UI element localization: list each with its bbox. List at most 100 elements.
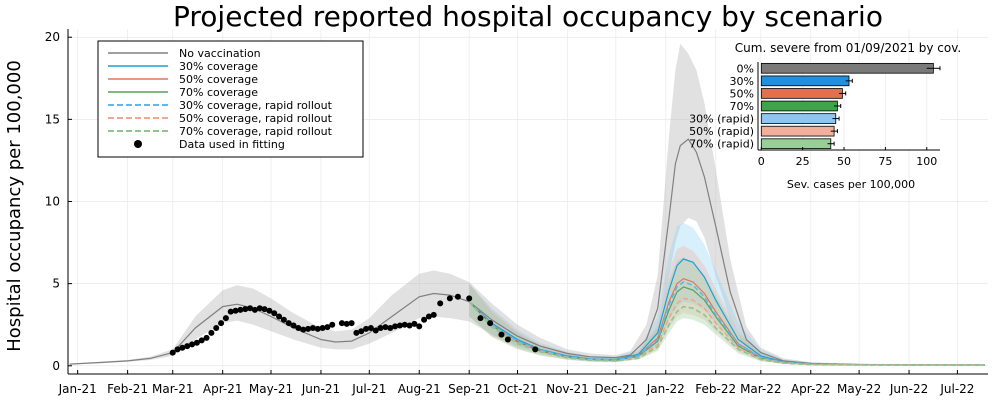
legend-box bbox=[97, 40, 364, 158]
x-tick-label: Oct-21 bbox=[497, 382, 537, 396]
data-point bbox=[256, 305, 263, 312]
data-point bbox=[504, 336, 511, 343]
x-tick-label: Apr-22 bbox=[791, 382, 831, 396]
data-point bbox=[437, 300, 444, 307]
data-point bbox=[430, 311, 437, 318]
x-tick-label: Feb-21 bbox=[107, 382, 148, 396]
inset-category-label: 0% bbox=[737, 62, 754, 75]
data-point bbox=[425, 313, 432, 320]
inset-category-label: 30% bbox=[730, 75, 754, 88]
data-point bbox=[348, 320, 355, 327]
data-point bbox=[343, 320, 350, 327]
x-tick-label: Jan-21 bbox=[58, 382, 97, 396]
data-point bbox=[411, 320, 418, 327]
inset-category-label: 50% bbox=[730, 87, 754, 100]
y-tick-label: 0 bbox=[52, 359, 60, 373]
inset-bar bbox=[760, 138, 832, 150]
x-tick-label: Jun-22 bbox=[889, 382, 928, 396]
data-point bbox=[203, 334, 210, 341]
data-point bbox=[466, 295, 473, 302]
data-point bbox=[285, 320, 292, 327]
data-point bbox=[193, 339, 200, 346]
data-point bbox=[266, 307, 273, 314]
inset-category-label: 30% (rapid) bbox=[689, 113, 754, 126]
inset-bar-chart: Cum. severe from 01/09/2021 by cov. Sev.… bbox=[689, 41, 961, 191]
data-point bbox=[227, 308, 234, 315]
data-point bbox=[406, 322, 413, 329]
data-point bbox=[421, 316, 428, 323]
data-point bbox=[416, 323, 423, 330]
x-tick-label: Jan-22 bbox=[646, 382, 685, 396]
series-line-70-coverage-rapid-rollout bbox=[468, 301, 985, 366]
data-point bbox=[213, 325, 220, 331]
inset-bar bbox=[760, 113, 837, 124]
legend-label: 50% coverage bbox=[179, 73, 258, 86]
data-point bbox=[247, 305, 254, 312]
inset-category-label: 70% bbox=[730, 100, 754, 113]
data-point bbox=[237, 306, 244, 313]
x-tick-label: Jul-21 bbox=[351, 382, 386, 396]
data-point bbox=[198, 337, 205, 344]
data-point bbox=[372, 327, 379, 334]
band-70-coverage bbox=[469, 257, 985, 366]
x-tick-label: Mar-21 bbox=[152, 382, 193, 396]
inset-bar bbox=[760, 100, 838, 112]
series-line-30-coverage-rapid-rollout bbox=[468, 281, 985, 366]
legend-label: Data used in fitting bbox=[179, 138, 285, 151]
band-50-coverage bbox=[469, 245, 985, 366]
data-point bbox=[189, 341, 196, 348]
data-point bbox=[324, 324, 331, 331]
data-point bbox=[251, 306, 258, 313]
data-point bbox=[242, 306, 249, 313]
inset-x-tick-label: 0 bbox=[758, 155, 765, 168]
data-point bbox=[477, 315, 484, 322]
data-point bbox=[280, 316, 287, 323]
data-point bbox=[261, 306, 268, 313]
x-tick-label: Jul-22 bbox=[939, 382, 974, 396]
inset-category-label: 50% (rapid) bbox=[689, 125, 754, 138]
x-tick-label: Apr-21 bbox=[203, 382, 243, 396]
data-point bbox=[300, 326, 307, 333]
y-tick-label: 10 bbox=[45, 195, 60, 209]
data-point bbox=[363, 325, 370, 332]
y-tick-label: 5 bbox=[52, 277, 60, 291]
data-points bbox=[169, 293, 539, 356]
data-point bbox=[338, 320, 345, 327]
data-point bbox=[271, 310, 278, 317]
inset-x-tick-label: 25 bbox=[796, 155, 810, 168]
data-point bbox=[169, 349, 176, 356]
data-point bbox=[208, 329, 215, 336]
legend-label: 30% coverage bbox=[179, 60, 258, 73]
data-point bbox=[329, 321, 336, 328]
data-point bbox=[382, 324, 389, 331]
series-lines bbox=[69, 138, 985, 366]
axes: 0 5 10 15 20 Jan-21 Feb-21 Mar-21 Apr-21 May-21 Ju… bbox=[45, 29, 988, 396]
data-point bbox=[179, 344, 186, 351]
inset-bar bbox=[760, 62, 934, 74]
data-point bbox=[392, 323, 399, 330]
x-tick-label: Dec-21 bbox=[594, 382, 637, 396]
y-axis-label: Hospital occupancy per 100,000 bbox=[4, 60, 25, 352]
data-point bbox=[174, 346, 181, 353]
data-point bbox=[218, 320, 225, 327]
x-tick-label: Feb-22 bbox=[695, 382, 736, 396]
x-tick-label: Sep-21 bbox=[448, 382, 490, 396]
grid-layer bbox=[68, 29, 988, 374]
legend-marker bbox=[134, 140, 142, 148]
legend-label: 70% coverage, rapid rollout bbox=[179, 125, 333, 138]
inset-x-tick-label: 100 bbox=[916, 155, 937, 168]
y-tick-label: 20 bbox=[45, 30, 60, 44]
data-point bbox=[305, 325, 312, 332]
data-point bbox=[309, 325, 316, 331]
inset-bar bbox=[760, 75, 850, 87]
inset-category-label: 70% (rapid) bbox=[689, 138, 754, 151]
inset-title: Cum. severe from 01/09/2021 by cov. bbox=[735, 41, 961, 55]
x-tick-label: May-21 bbox=[249, 382, 293, 396]
data-point bbox=[487, 320, 494, 327]
chart-title: Projected reported hospital occupancy by… bbox=[173, 0, 883, 33]
data-point bbox=[353, 329, 360, 336]
x-tick-label: Aug-21 bbox=[398, 382, 441, 396]
x-tick-label: Nov-21 bbox=[546, 382, 589, 396]
